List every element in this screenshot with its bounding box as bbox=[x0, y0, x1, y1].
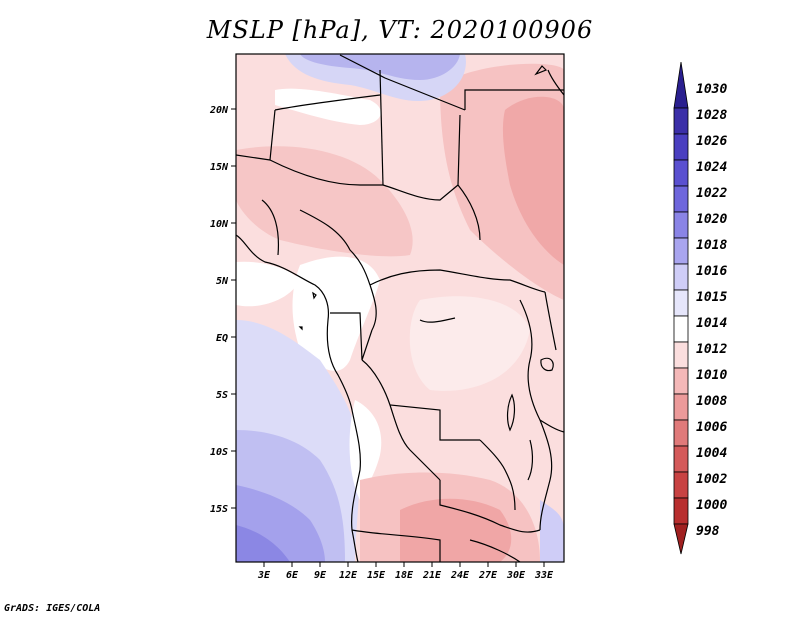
coastlines-borders bbox=[236, 54, 564, 562]
colorbar-swatch bbox=[673, 419, 689, 447]
colorbar-swatch bbox=[673, 471, 689, 499]
lon-tick-label: 33E bbox=[534, 570, 554, 581]
map-title: MSLP [hPa], VT: 2020100906 bbox=[206, 16, 594, 44]
colorbar-swatch bbox=[673, 341, 689, 369]
colorbar-label: 1006 bbox=[696, 420, 727, 435]
colorbar-swatch bbox=[673, 133, 689, 161]
colorbar-swatch bbox=[673, 185, 689, 213]
colorbar-label: 1024 bbox=[696, 160, 727, 175]
lon-tick-label: 9E bbox=[314, 570, 327, 581]
colorbar-label: 1010 bbox=[696, 368, 727, 383]
lat-tick-label: EQ bbox=[216, 333, 228, 344]
colorbar-label: 1020 bbox=[696, 212, 727, 227]
pressure-field bbox=[236, 54, 564, 562]
map-frame bbox=[235, 53, 565, 563]
colorbar-label: 1016 bbox=[696, 264, 727, 279]
colorbar-label: 1030 bbox=[696, 82, 727, 97]
lat-tick-label: 15N bbox=[210, 162, 229, 173]
colorbar: 1030 1028 1026 1024 1022 1020 1018 1016 1015 1014… bbox=[673, 61, 727, 555]
lon-tick-label: 12E bbox=[339, 570, 358, 581]
colorbar-label: 1018 bbox=[696, 238, 727, 253]
colorbar-label: 1028 bbox=[696, 108, 727, 123]
lat-tick-label: 10N bbox=[210, 219, 229, 230]
colorbar-swatch bbox=[673, 523, 689, 555]
lon-tick-label: 6E bbox=[286, 570, 299, 581]
grads-credit: GrADS: IGES/COLA bbox=[4, 603, 101, 614]
colorbar-swatch bbox=[673, 237, 689, 265]
lon-tick-label: 3E bbox=[257, 570, 271, 581]
longitude-axis: 3E 6E 9E 12E 15E 18E 21E 24E 27E 30E 33E bbox=[257, 562, 554, 581]
lon-tick-label: 24E bbox=[450, 570, 470, 581]
colorbar-swatch bbox=[673, 367, 689, 395]
lat-tick-label: 5N bbox=[216, 276, 229, 287]
colorbar-label: 1008 bbox=[696, 394, 727, 409]
lon-tick-label: 21E bbox=[422, 570, 442, 581]
colorbar-label: 1015 bbox=[696, 290, 727, 305]
colorbar-swatch bbox=[673, 61, 689, 109]
colorbar-swatch bbox=[673, 315, 689, 343]
colorbar-label: 1012 bbox=[696, 342, 727, 357]
colorbar-label: 998 bbox=[696, 524, 720, 539]
colorbar-swatch bbox=[673, 263, 689, 291]
lat-tick-label: 15S bbox=[210, 504, 228, 515]
lon-tick-label: 15E bbox=[367, 570, 386, 581]
colorbar-swatch bbox=[673, 107, 689, 135]
colorbar-swatch bbox=[673, 445, 689, 473]
colorbar-swatch bbox=[673, 393, 689, 421]
lon-tick-label: 30E bbox=[506, 570, 526, 581]
lat-tick-label: 10S bbox=[210, 447, 228, 458]
lat-tick-label: 5S bbox=[216, 390, 228, 401]
lat-tick-label: 20N bbox=[209, 105, 229, 116]
colorbar-swatch bbox=[673, 289, 689, 317]
colorbar-label: 1022 bbox=[696, 186, 727, 201]
lon-tick-label: 27E bbox=[478, 570, 498, 581]
colorbar-label: 1000 bbox=[696, 498, 727, 513]
colorbar-swatch bbox=[673, 159, 689, 187]
colorbar-label: 1002 bbox=[696, 472, 727, 487]
lon-tick-label: 18E bbox=[395, 570, 414, 581]
colorbar-label: 1014 bbox=[696, 316, 727, 331]
colorbar-swatch bbox=[673, 211, 689, 239]
colorbar-label: 1004 bbox=[696, 446, 727, 461]
colorbar-label: 1026 bbox=[696, 134, 727, 149]
colorbar-swatch bbox=[673, 497, 689, 525]
latitude-axis: 20N 15N 10N 5N EQ 5S 10S 15S bbox=[209, 105, 236, 515]
